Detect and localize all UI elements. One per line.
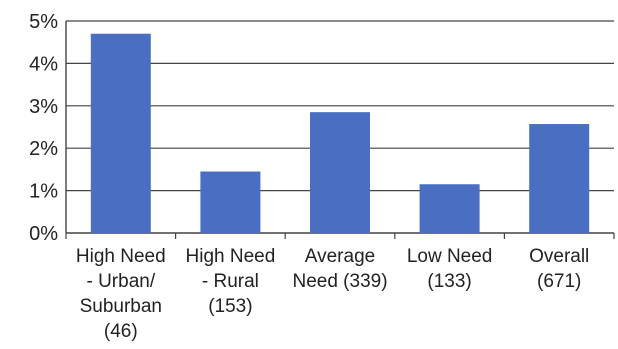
category-label: Low Need (133) bbox=[407, 246, 493, 292]
bar bbox=[90, 33, 151, 233]
category-label-line: High Need bbox=[76, 246, 166, 267]
category-label-line: - Urban/ bbox=[86, 271, 155, 292]
y-tick-label: 5% bbox=[29, 11, 58, 33]
bar bbox=[529, 124, 590, 233]
y-tick-label: 3% bbox=[29, 96, 58, 118]
category-label-line: Average bbox=[305, 246, 375, 267]
bar bbox=[200, 171, 261, 233]
y-tick-label: 1% bbox=[29, 181, 58, 203]
category-label: Average Need (339) bbox=[292, 246, 387, 292]
y-tick-label: 4% bbox=[29, 53, 58, 75]
category-label-line: Need (339) bbox=[292, 271, 387, 292]
y-tick-label: 0% bbox=[29, 223, 58, 245]
category-label-line: High Need bbox=[186, 246, 276, 267]
category-label-line: (46) bbox=[104, 321, 138, 342]
category-label-line: Suburban bbox=[80, 296, 162, 317]
y-tick-label: 2% bbox=[29, 138, 58, 160]
category-label-line: (133) bbox=[427, 271, 471, 292]
category-label: High Need - Urban/Suburban (46) bbox=[76, 246, 166, 342]
category-label: Overall (671) bbox=[529, 246, 589, 292]
bar bbox=[310, 112, 370, 233]
category-label-line: Low Need bbox=[407, 246, 493, 267]
category-label-line: Overall bbox=[529, 246, 589, 267]
category-label-line: (153) bbox=[208, 296, 252, 317]
category-label-line: (671) bbox=[537, 271, 581, 292]
category-label-line: - Rural bbox=[202, 271, 259, 292]
bar bbox=[419, 184, 480, 233]
category-label: High Need - Rural (153) bbox=[186, 246, 276, 317]
